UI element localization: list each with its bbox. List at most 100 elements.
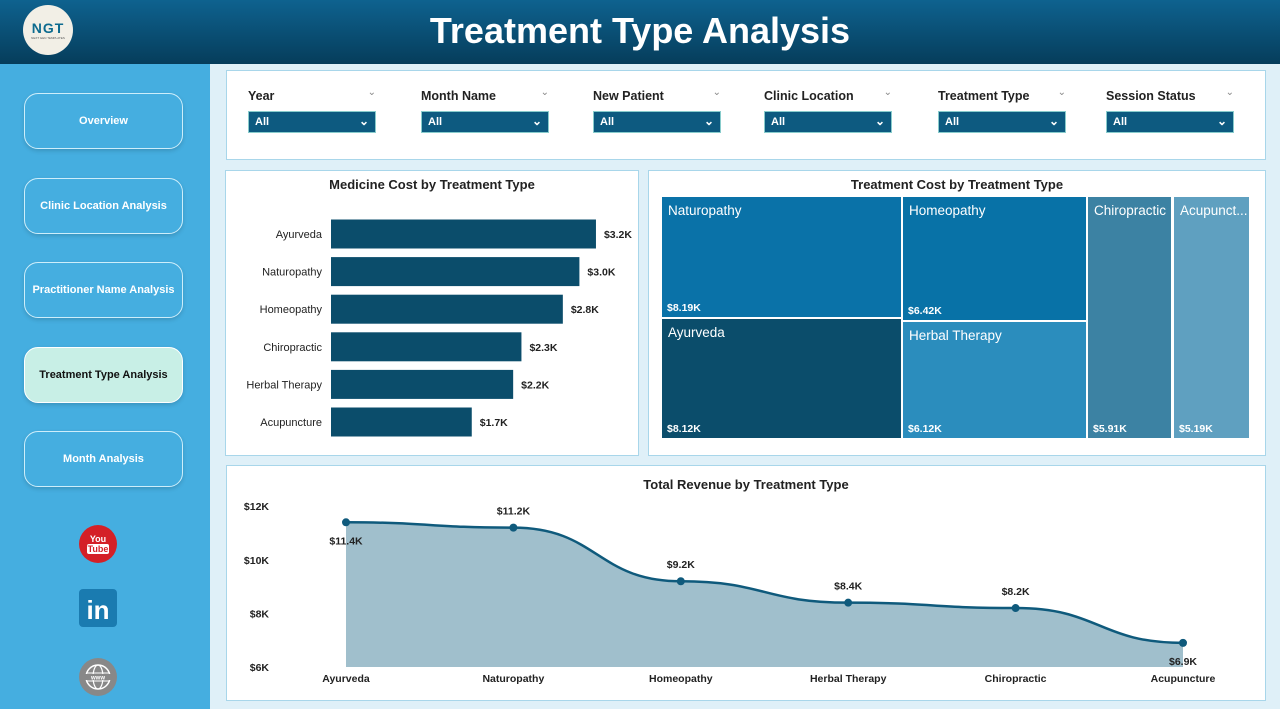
data-point[interactable] xyxy=(1179,638,1187,647)
treemap-tile[interactable]: Herbal Therapy $6.12K xyxy=(903,322,1086,438)
filter-dropdown[interactable]: All ⌄ xyxy=(421,111,549,133)
filter-label: Month Name ⌄ xyxy=(421,87,549,103)
bar[interactable] xyxy=(331,294,563,324)
data-point[interactable] xyxy=(844,598,853,607)
y-tick-label: $6K xyxy=(250,662,270,674)
data-point[interactable] xyxy=(509,523,518,532)
treemap-tile[interactable]: Acupunct... $5.19K xyxy=(1174,197,1249,438)
nav-overview[interactable]: Overview xyxy=(24,93,183,149)
data-label: $8.4K xyxy=(834,581,862,593)
data-label: $8.2K xyxy=(1002,586,1030,598)
bar-category-label: Naturopathy xyxy=(262,267,322,279)
area-fill xyxy=(346,522,1183,667)
x-tick-label: Acupuncture xyxy=(1151,673,1216,685)
filter-treatment-type: Treatment Type ⌄ All ⌄ xyxy=(938,87,1066,133)
y-tick-label: $10K xyxy=(244,555,270,567)
data-label: $9.2K xyxy=(667,559,695,571)
nav-clinic-location-analysis[interactable]: Clinic Location Analysis xyxy=(24,178,183,234)
sidebar: Overview Clinic Location Analysis Practi… xyxy=(0,64,210,709)
nav-treatment-type-analysis[interactable]: Treatment Type Analysis xyxy=(24,347,183,403)
x-tick-label: Naturopathy xyxy=(482,673,544,685)
filter-label: Treatment Type ⌄ xyxy=(938,87,1066,103)
nav-month-analysis[interactable]: Month Analysis xyxy=(24,431,183,487)
svg-text:You: You xyxy=(90,534,106,544)
bar[interactable] xyxy=(331,332,522,362)
bar[interactable] xyxy=(331,219,596,249)
treemap-tile[interactable]: Chiropractic $5.91K xyxy=(1088,197,1171,438)
treemap-tile[interactable]: Homeopathy $6.42K xyxy=(903,197,1086,320)
x-tick-label: Herbal Therapy xyxy=(810,673,887,685)
bar-category-label: Ayurveda xyxy=(276,229,323,241)
filter-session-status: Session Status ⌄ All ⌄ xyxy=(1106,87,1234,133)
medicine-cost-chart: Medicine Cost by Treatment Type Ayurveda… xyxy=(225,170,639,456)
data-point[interactable] xyxy=(1011,604,1020,613)
y-tick-label: $8K xyxy=(250,608,270,620)
chevron-down-icon: ⌄ xyxy=(874,114,885,128)
filter-year: Year ⌄ All ⌄ xyxy=(248,87,376,133)
x-tick-label: Chiropractic xyxy=(985,673,1047,685)
bar-chart-svg: Ayurveda $3.2K Naturopathy $3.0K Homeopathy $… xyxy=(246,219,632,437)
chevron-down-icon[interactable]: ⌄ xyxy=(540,87,549,98)
chevron-down-icon[interactable]: ⌄ xyxy=(1057,87,1066,98)
linkedin-icon[interactable]: in xyxy=(79,589,117,627)
chevron-down-icon[interactable]: ⌄ xyxy=(712,87,721,98)
chevron-down-icon[interactable]: ⌄ xyxy=(367,87,376,98)
chart-title: Total Revenue by Treatment Type xyxy=(643,477,849,492)
svg-text:in: in xyxy=(86,595,109,625)
tile-value: $8.12K xyxy=(667,423,701,435)
chevron-down-icon[interactable]: ⌄ xyxy=(883,87,892,98)
bar-category-label: Herbal Therapy xyxy=(246,379,322,391)
filter-label: Year ⌄ xyxy=(248,87,376,103)
bar-category-label: Acupuncture xyxy=(260,417,322,429)
filter-dropdown[interactable]: All ⌄ xyxy=(593,111,721,133)
area-line xyxy=(345,521,1184,645)
filter-dropdown[interactable]: All ⌄ xyxy=(248,111,376,133)
area-chart-svg: $6K $8K $10K $12K $11.4K Ayurveda $11.2K Naturo… xyxy=(244,501,1216,685)
bar-value-label: $3.0K xyxy=(587,267,615,279)
treemap-tile[interactable]: Naturopathy $8.19K xyxy=(662,197,901,317)
filter-month-name: Month Name ⌄ All ⌄ xyxy=(421,87,549,133)
svg-text:www: www xyxy=(90,676,105,682)
bar[interactable] xyxy=(331,257,580,287)
bar-category-label: Chiropractic xyxy=(263,342,322,354)
filter-dropdown[interactable]: All ⌄ xyxy=(1106,111,1234,133)
tile-name: Chiropractic xyxy=(1094,203,1167,218)
data-label: $11.4K xyxy=(329,535,363,547)
tile-name: Ayurveda xyxy=(668,325,725,340)
bar[interactable] xyxy=(331,407,472,437)
page-title: Treatment Type Analysis xyxy=(429,10,851,51)
data-label: $6.9K xyxy=(1169,656,1197,668)
bar-value-label: $1.7K xyxy=(480,417,508,429)
filter-clinic-location: Clinic Location ⌄ All ⌄ xyxy=(764,87,892,133)
chart-title: Treatment Cost by Treatment Type xyxy=(850,177,1064,192)
nav-practitioner-name-analysis[interactable]: Practitioner Name Analysis xyxy=(24,262,183,318)
filter-dropdown[interactable]: All ⌄ xyxy=(764,111,892,133)
chevron-down-icon[interactable]: ⌄ xyxy=(1225,87,1234,98)
chart-title: Medicine Cost by Treatment Type xyxy=(329,177,535,192)
data-point[interactable] xyxy=(342,518,350,527)
bar-value-label: $2.8K xyxy=(571,304,599,316)
filter-panel: Year ⌄ All ⌄ Month Name ⌄ All ⌄ New Patient ⌄ A… xyxy=(226,70,1266,160)
tile-name: Herbal Therapy xyxy=(909,328,1002,343)
filter-dropdown[interactable]: All ⌄ xyxy=(938,111,1066,133)
x-tick-label: Homeopathy xyxy=(649,673,713,685)
tile-name: Naturopathy xyxy=(668,203,742,218)
tile-value: $5.19K xyxy=(1179,423,1213,435)
bar-value-label: $2.3K xyxy=(529,342,557,354)
website-globe-icon[interactable]: www xyxy=(79,658,117,696)
chevron-down-icon: ⌄ xyxy=(1048,114,1059,128)
filter-label: Clinic Location ⌄ xyxy=(764,87,892,103)
header: NGT NEXT GEN TEMPLATES Treatment Type Ana… xyxy=(0,0,1280,64)
treemap-tile[interactable]: Ayurveda $8.12K xyxy=(662,319,901,438)
filter-label: New Patient ⌄ xyxy=(593,87,721,103)
total-revenue-chart: Total Revenue by Treatment Type $6K $8K $1… xyxy=(226,465,1266,701)
chevron-down-icon: ⌄ xyxy=(1216,114,1227,128)
chevron-down-icon: ⌄ xyxy=(703,114,714,128)
bar[interactable] xyxy=(331,369,514,399)
data-point[interactable] xyxy=(676,577,685,586)
y-tick-label: $12K xyxy=(244,501,270,513)
tile-name: Acupunct... xyxy=(1180,203,1248,218)
data-label: $11.2K xyxy=(497,506,531,518)
filter-label: Session Status ⌄ xyxy=(1106,87,1234,103)
